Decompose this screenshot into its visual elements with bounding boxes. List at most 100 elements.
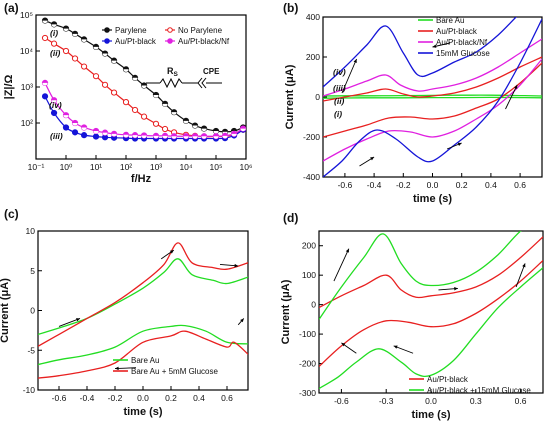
series-line-15mm-glucose-lower bbox=[323, 18, 542, 177]
arrow-head-icon bbox=[341, 342, 346, 347]
data-point bbox=[50, 109, 58, 117]
x-axis-title: time (s) bbox=[413, 193, 452, 205]
legend-entry: Bare Au bbox=[436, 16, 464, 25]
x-axis-title: time (s) bbox=[123, 406, 162, 418]
x-tick-label: -0.2 bbox=[108, 393, 123, 403]
data-point bbox=[110, 89, 118, 96]
x-tick-label: -0.2 bbox=[396, 180, 411, 190]
data-point bbox=[131, 106, 139, 114]
x-tick-label: 0.0 bbox=[137, 393, 149, 403]
data-point bbox=[141, 85, 147, 89]
data-point bbox=[92, 133, 100, 140]
x-tick-label: 0.4 bbox=[193, 393, 205, 403]
data-point bbox=[183, 120, 189, 124]
data-point bbox=[141, 135, 147, 139]
x-tick-label: 10⁶ bbox=[240, 162, 253, 172]
data-point bbox=[171, 112, 177, 115]
data-point bbox=[162, 135, 168, 139]
data-point bbox=[102, 132, 108, 136]
series-line-au-pt-black-nf-lower bbox=[323, 58, 542, 162]
plot-area bbox=[323, 17, 542, 177]
plot-area bbox=[41, 17, 246, 142]
x-tick-label: 10² bbox=[120, 162, 132, 172]
x-tick-label: -0.4 bbox=[80, 393, 95, 403]
y-tick-label: 10⁵ bbox=[20, 10, 33, 20]
data-point bbox=[201, 136, 207, 139]
x-tick-label: 10¹ bbox=[90, 162, 102, 172]
data-point bbox=[161, 125, 169, 133]
arrow-head-icon bbox=[115, 366, 119, 371]
data-point bbox=[81, 39, 87, 42]
x-axis-title: time (s) bbox=[411, 409, 450, 421]
cpe-icon bbox=[197, 77, 203, 89]
data-point bbox=[50, 40, 58, 47]
data-point bbox=[72, 123, 78, 126]
series-line-au-pt-black-nf bbox=[44, 82, 244, 137]
data-point bbox=[132, 77, 138, 81]
data-point bbox=[71, 55, 79, 62]
legend-entry: Au/Pt-black bbox=[436, 27, 478, 36]
arrow-head-icon bbox=[345, 248, 349, 253]
x-tick-label: 0.6 bbox=[514, 180, 526, 190]
y-tick-label: -10 bbox=[23, 385, 36, 395]
legend-marker bbox=[104, 38, 110, 44]
arrow-head-icon bbox=[169, 250, 174, 254]
legend-marker bbox=[104, 27, 110, 33]
data-point bbox=[80, 63, 88, 70]
data-point bbox=[111, 60, 117, 64]
series-line-15mm-glucose-upper bbox=[323, 17, 517, 88]
data-point bbox=[101, 81, 109, 88]
legend-entry: Au/Pt-black bbox=[115, 37, 157, 46]
legend-entry: Bare Au bbox=[131, 356, 159, 365]
data-point bbox=[153, 135, 159, 139]
legend: Bare Au Bare Au + 5mM Glucose bbox=[113, 356, 218, 376]
legend-entry: Au/Pt-black/Nf bbox=[436, 38, 488, 47]
data-point bbox=[63, 28, 69, 32]
data-point bbox=[192, 125, 198, 129]
series-line-au-pt-black-lower bbox=[319, 260, 543, 367]
data-point bbox=[102, 53, 108, 57]
circuit-diagram: RS CPE bbox=[146, 66, 222, 89]
arrow-head-icon bbox=[432, 44, 437, 48]
x-tick-label: -0.6 bbox=[338, 180, 353, 190]
y-tick-label: 10³ bbox=[21, 82, 33, 92]
data-point bbox=[80, 132, 88, 139]
curve-label: (ii) bbox=[50, 48, 61, 58]
curve-label: (iv) bbox=[49, 100, 62, 110]
y-axis-title: Current (μA) bbox=[0, 278, 11, 343]
series-line-au-pt-black-15mm-glucose-upper bbox=[319, 231, 522, 320]
x-tick-label: 0.6 bbox=[515, 396, 527, 406]
arrow-head-icon bbox=[76, 318, 80, 322]
arrow-head-icon bbox=[353, 59, 357, 63]
data-point bbox=[153, 94, 159, 98]
data-point bbox=[62, 124, 70, 131]
y-tick-label: -400 bbox=[303, 172, 320, 182]
legend-entry: Bare Au + 5mM Glucose bbox=[131, 367, 218, 376]
data-point bbox=[42, 82, 48, 86]
cpe-icon bbox=[201, 77, 207, 89]
x-tick-label: 10⁻¹ bbox=[28, 162, 45, 172]
data-point bbox=[162, 103, 168, 107]
series-line-au-pt-black-lower bbox=[323, 62, 542, 138]
data-point bbox=[63, 115, 69, 118]
curve-label: (i) bbox=[334, 109, 342, 119]
y-tick-label: -300 bbox=[299, 388, 316, 398]
data-point bbox=[41, 93, 49, 100]
cpe-label: CPE bbox=[203, 67, 220, 76]
y-tick-label: 400 bbox=[306, 12, 320, 22]
series-line-au-pt-black-15mm-glucose-lower bbox=[319, 267, 543, 390]
x-tick-label: 10⁰ bbox=[60, 162, 73, 172]
panel-label: (a) bbox=[4, 1, 19, 15]
y-axis-title: Current (μA) bbox=[280, 279, 292, 344]
x-tick-label: 0.0 bbox=[425, 396, 437, 406]
y-tick-label: 100 bbox=[302, 270, 316, 280]
data-point bbox=[152, 120, 160, 127]
y-tick-label: -200 bbox=[299, 359, 316, 369]
curve-label: (iii) bbox=[50, 131, 63, 141]
direction-arrow bbox=[333, 248, 350, 282]
data-point bbox=[231, 133, 237, 137]
panel-label: (b) bbox=[283, 1, 298, 15]
y-tick-label: 200 bbox=[302, 241, 316, 251]
legend-entry: Au/Pt-black/Nf bbox=[178, 37, 230, 46]
